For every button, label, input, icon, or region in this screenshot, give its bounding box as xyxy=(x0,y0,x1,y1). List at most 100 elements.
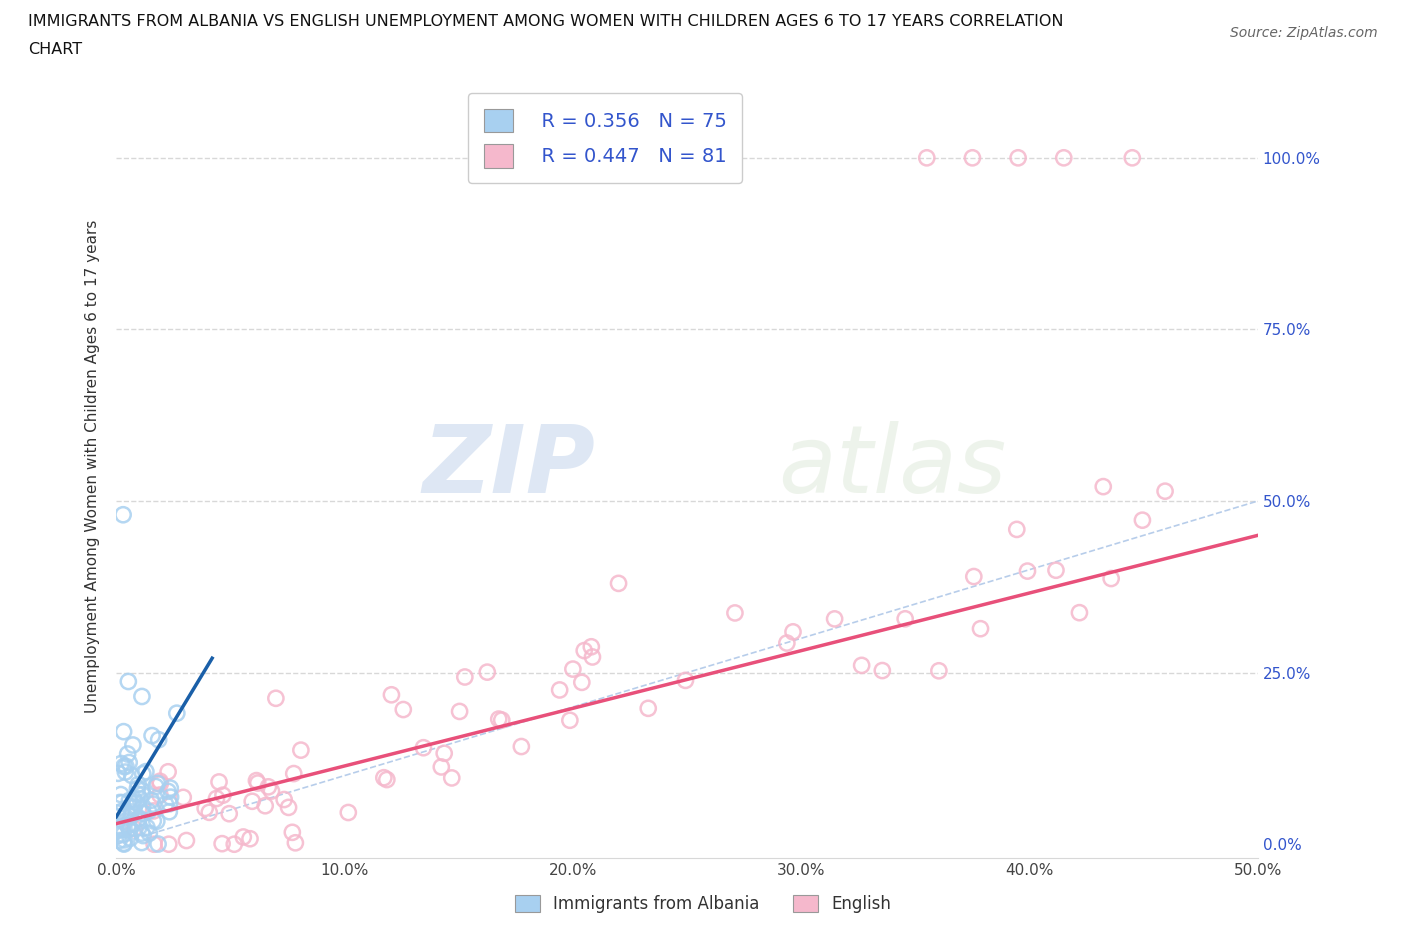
Point xyxy=(969,621,991,636)
Legend: Immigrants from Albania, English: Immigrants from Albania, English xyxy=(506,887,900,922)
Point xyxy=(290,743,312,758)
Point xyxy=(121,768,143,783)
Point xyxy=(138,804,160,818)
Point xyxy=(148,732,170,747)
Point xyxy=(120,821,142,836)
Point xyxy=(142,797,165,812)
Point xyxy=(491,712,513,727)
Point xyxy=(118,793,141,808)
Point xyxy=(1053,151,1076,166)
Point xyxy=(117,806,139,821)
Y-axis label: Unemployment Among Women with Children Ages 6 to 17 years: Unemployment Among Women with Children A… xyxy=(86,220,100,713)
Legend:   R = 0.356   N = 75,   R = 0.447   N = 81: R = 0.356 N = 75, R = 0.447 N = 81 xyxy=(468,93,742,183)
Point xyxy=(412,740,434,755)
Point xyxy=(273,792,295,807)
Point xyxy=(138,826,160,841)
Point xyxy=(132,766,155,781)
Point xyxy=(117,818,139,833)
Point xyxy=(571,675,593,690)
Point xyxy=(240,794,263,809)
Point xyxy=(105,805,128,820)
Point xyxy=(264,691,287,706)
Point xyxy=(176,833,198,848)
Point xyxy=(117,747,139,762)
Point xyxy=(257,779,280,794)
Point xyxy=(928,663,950,678)
Text: ZIP: ZIP xyxy=(423,420,596,512)
Point xyxy=(122,791,145,806)
Point xyxy=(375,772,398,787)
Point xyxy=(131,783,153,798)
Point xyxy=(1045,563,1067,578)
Point xyxy=(115,759,138,774)
Point xyxy=(112,759,135,774)
Point xyxy=(1099,571,1122,586)
Point xyxy=(1007,151,1029,166)
Point xyxy=(824,611,846,626)
Point xyxy=(127,781,149,796)
Point xyxy=(112,724,135,739)
Point xyxy=(782,624,804,639)
Point xyxy=(108,833,131,848)
Point xyxy=(146,776,169,790)
Point xyxy=(142,814,165,829)
Point xyxy=(212,788,235,803)
Point xyxy=(392,702,415,717)
Point xyxy=(157,804,180,819)
Point xyxy=(111,804,134,818)
Point xyxy=(112,832,135,847)
Point xyxy=(963,569,986,584)
Point xyxy=(454,670,477,684)
Point xyxy=(159,780,181,795)
Point xyxy=(1069,605,1091,620)
Point xyxy=(131,689,153,704)
Point xyxy=(142,804,165,818)
Point xyxy=(232,830,254,844)
Point xyxy=(211,836,233,851)
Point xyxy=(224,837,246,852)
Point xyxy=(284,835,307,850)
Point xyxy=(131,788,153,803)
Point xyxy=(1132,512,1154,527)
Point xyxy=(894,611,917,626)
Point xyxy=(120,830,142,845)
Point xyxy=(129,791,152,806)
Point xyxy=(915,151,938,166)
Point xyxy=(433,746,456,761)
Point xyxy=(440,770,463,785)
Point xyxy=(132,828,155,843)
Point xyxy=(637,701,659,716)
Point xyxy=(117,674,139,689)
Point xyxy=(156,784,179,799)
Point xyxy=(146,814,169,829)
Point xyxy=(254,798,277,813)
Point xyxy=(198,804,221,819)
Point xyxy=(380,687,402,702)
Point xyxy=(245,773,267,788)
Point xyxy=(149,788,172,803)
Point xyxy=(112,837,135,852)
Point xyxy=(166,706,188,721)
Point xyxy=(112,507,135,522)
Point xyxy=(218,806,240,821)
Point xyxy=(477,665,499,680)
Point xyxy=(776,635,799,650)
Point xyxy=(1121,151,1143,166)
Point xyxy=(107,828,129,843)
Point xyxy=(277,800,299,815)
Point xyxy=(112,836,135,851)
Point xyxy=(851,658,873,672)
Point xyxy=(114,764,136,779)
Point xyxy=(111,822,134,837)
Point xyxy=(724,605,747,620)
Point xyxy=(146,837,169,852)
Point xyxy=(159,790,181,804)
Point xyxy=(155,797,177,812)
Point xyxy=(561,661,583,676)
Point xyxy=(172,790,194,804)
Point xyxy=(872,663,894,678)
Point xyxy=(574,644,596,658)
Point xyxy=(112,827,135,842)
Point xyxy=(205,791,228,806)
Point xyxy=(1005,522,1028,537)
